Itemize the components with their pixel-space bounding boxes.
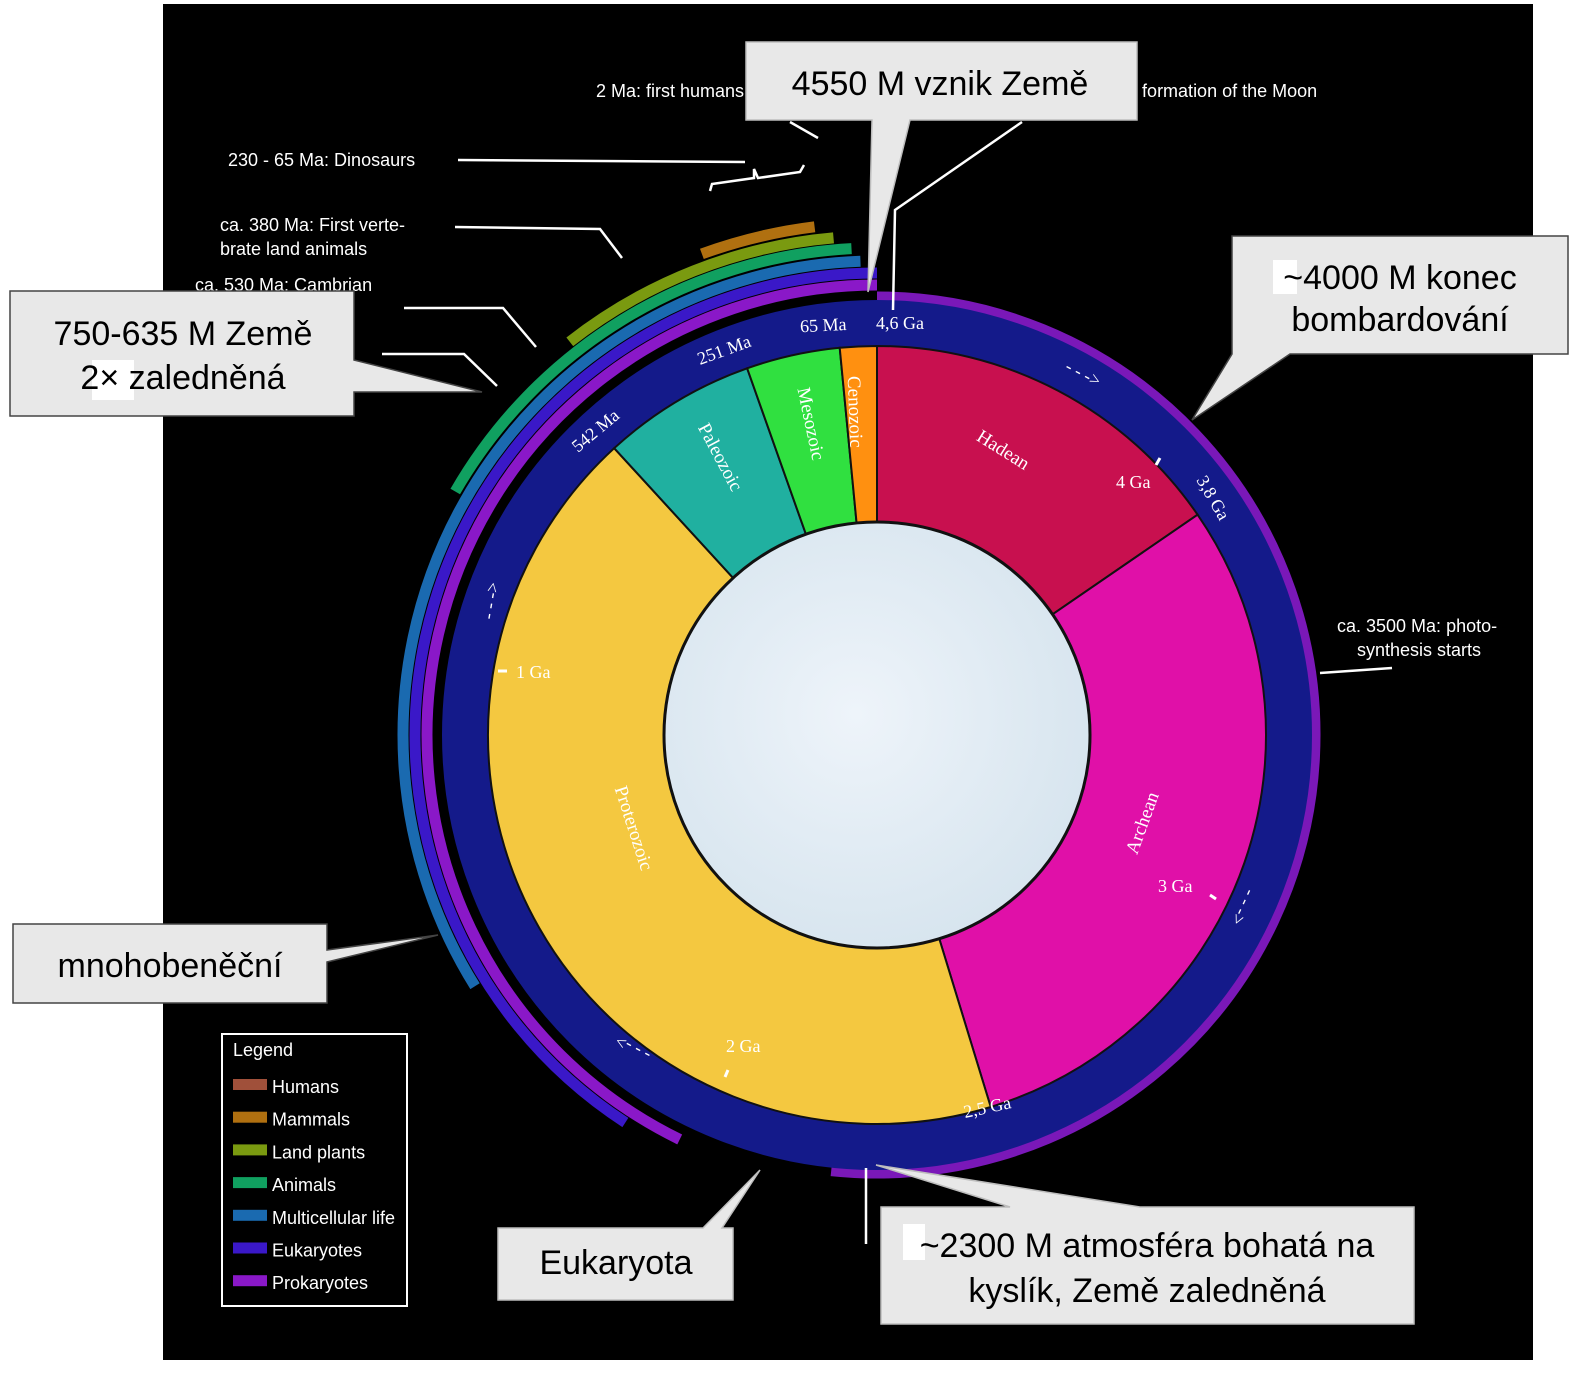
tick-2-ga (723, 1069, 730, 1078)
legend-swatch-4 (233, 1209, 267, 1221)
callout-oxygen-text-1: ~2300 M atmosféra bohatá na (920, 1227, 1375, 1265)
time-mark-4-6-ga: 4,6 Ga (876, 313, 924, 333)
legend-swatch-1 (233, 1111, 267, 1123)
callout-bombardment-text-1: ~4000 M konec (1283, 259, 1516, 297)
callout-multicellular: mnohobeněční (12, 923, 439, 1004)
legend-label-1: Mammals (272, 1110, 350, 1130)
callout-glaciation: 750-635 M Země 2× zaledněná (9, 290, 483, 417)
note-humans: 2 Ma: first humans (596, 81, 744, 101)
leader-vertebrates (454, 225, 623, 259)
animals-band (450, 243, 852, 495)
tick-marks (498, 457, 1217, 1078)
note-vertebrates-line2: brate land animals (220, 239, 367, 259)
callout-bombardment: ~4000 M konec bombardování (1191, 235, 1569, 421)
clock-center (662, 520, 1092, 950)
legend-label-0: Humans (272, 1077, 339, 1097)
note-cambrian: ca. 530 Ma: Cambrian (195, 275, 372, 295)
legend-label-5: Eukaryotes (272, 1241, 362, 1261)
annotation-leaders (382, 120, 1393, 1244)
time-mark-2-ga: 2 Ga (726, 1036, 761, 1056)
legend-swatch-6 (233, 1275, 267, 1287)
legend-swatch-2 (233, 1144, 267, 1156)
leader-photosynthesis (1319, 666, 1393, 675)
callout-multicellular-text: mnohobeněční (58, 947, 284, 985)
prokaryotes-band-right (830, 291, 1321, 1179)
leader-humans (789, 120, 819, 140)
note-vertebrates-line1: ca. 380 Ma: First verte- (220, 215, 405, 235)
bracket-dinosaurs (708, 164, 806, 192)
callout-glaciation-highlight (92, 360, 134, 400)
legend-swatch-0 (233, 1079, 267, 1090)
tick-3-ga (1209, 893, 1217, 901)
legend-swatch-3 (233, 1177, 267, 1189)
time-mark-65-ma: 65 Ma (800, 314, 847, 336)
land-plants-band (566, 232, 834, 347)
time-mark-3-ga: 3 Ga (1158, 876, 1193, 896)
legend: Legend Humans Mammals Land plants Animals Mu… (221, 1033, 408, 1307)
callout-glaciation-text-1: 750-635 M Země (54, 315, 313, 353)
leader-dinosaurs (457, 158, 746, 164)
callout-bombardment-text-2: bombardování (1291, 301, 1509, 339)
note-dinosaurs: 230 - 65 Ma: Dinosaurs (228, 150, 415, 170)
legend-swatch-5 (233, 1242, 267, 1254)
callout-bombardment-highlight (1273, 260, 1297, 294)
tick-4-ga (1154, 457, 1162, 466)
leader-glaciation (382, 352, 498, 387)
leader-cambrian (404, 306, 537, 348)
callout-oxygen: ~2300 M atmosféra bohatá na kyslík, Země… (875, 1164, 1415, 1325)
era-wedges (442, 300, 1312, 1170)
legend-items: Humans Mammals Land plants Animals Multicell… (233, 1077, 395, 1293)
callout-oxygen-text-2: kyslík, Země zaledněná (968, 1272, 1325, 1310)
eukaryotes-band (409, 267, 878, 1128)
callout-oxygen-highlight (903, 1224, 925, 1260)
time-ring (442, 300, 1312, 1170)
callout-multicellular-shape (12, 923, 439, 1004)
mammals-band (700, 221, 816, 260)
life-bands (397, 221, 1321, 1179)
multicellular-band (397, 255, 861, 990)
prokaryotes-band-left (421, 279, 878, 1145)
legend-label-3: Animals (272, 1175, 336, 1195)
legend-label-4: Multicellular life (272, 1208, 395, 1228)
legend-label-6: Prokaryotes (272, 1273, 368, 1293)
callout-eukaryota-text: Eukaryota (539, 1244, 692, 1282)
callout-eukaryota-shape (497, 1169, 761, 1301)
time-mark-4-ga: 4 Ga (1116, 472, 1151, 492)
callout-oxygen-shape (875, 1164, 1415, 1325)
era-label-cenozoic: Cenozoic (843, 376, 866, 448)
legend-box (221, 1033, 408, 1307)
legend-label-2: Land plants (272, 1142, 365, 1162)
note-photosynthesis-line1: ca. 3500 Ma: photo- (1337, 616, 1497, 636)
callout-earth-formation-text: 4550 M vznik Země (792, 65, 1089, 103)
note-photosynthesis-line2: synthesis starts (1357, 640, 1481, 660)
leader-moon (891, 120, 1023, 311)
legend-title: Legend (233, 1040, 293, 1060)
callout-eukaryota: Eukaryota (497, 1169, 761, 1301)
time-mark-1-ga: 1 Ga (516, 662, 551, 682)
callout-earth-formation-shape (745, 41, 1138, 293)
callout-glaciation-text-2: 2× zaledněná (80, 359, 285, 397)
callout-earth-formation: 4550 M vznik Země (745, 41, 1138, 293)
